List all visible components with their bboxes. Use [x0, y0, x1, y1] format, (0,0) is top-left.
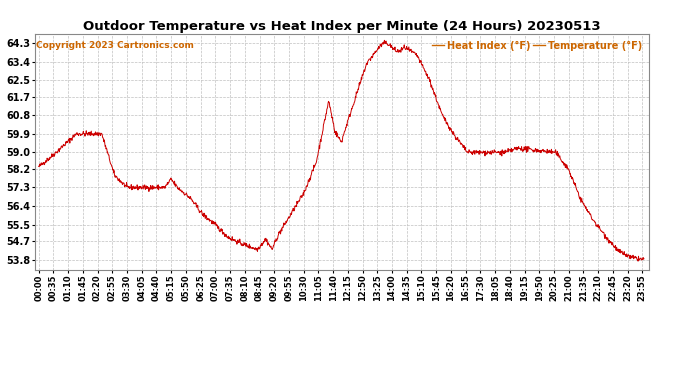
Title: Outdoor Temperature vs Heat Index per Minute (24 Hours) 20230513: Outdoor Temperature vs Heat Index per Mi…: [83, 20, 600, 33]
Legend: Heat Index (°F), Temperature (°F): Heat Index (°F), Temperature (°F): [428, 37, 646, 54]
Text: Copyright 2023 Cartronics.com: Copyright 2023 Cartronics.com: [36, 41, 194, 50]
